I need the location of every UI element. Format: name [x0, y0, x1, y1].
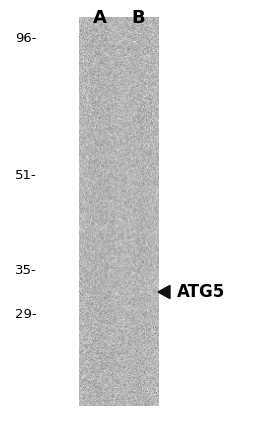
Text: 29-: 29- [15, 309, 37, 321]
Text: ATG5: ATG5 [177, 283, 225, 301]
Text: 51-: 51- [15, 168, 37, 181]
Polygon shape [158, 286, 170, 299]
Text: 35-: 35- [15, 264, 37, 277]
Text: B: B [131, 9, 145, 27]
Text: A: A [93, 9, 107, 27]
Text: 96-: 96- [16, 31, 37, 45]
